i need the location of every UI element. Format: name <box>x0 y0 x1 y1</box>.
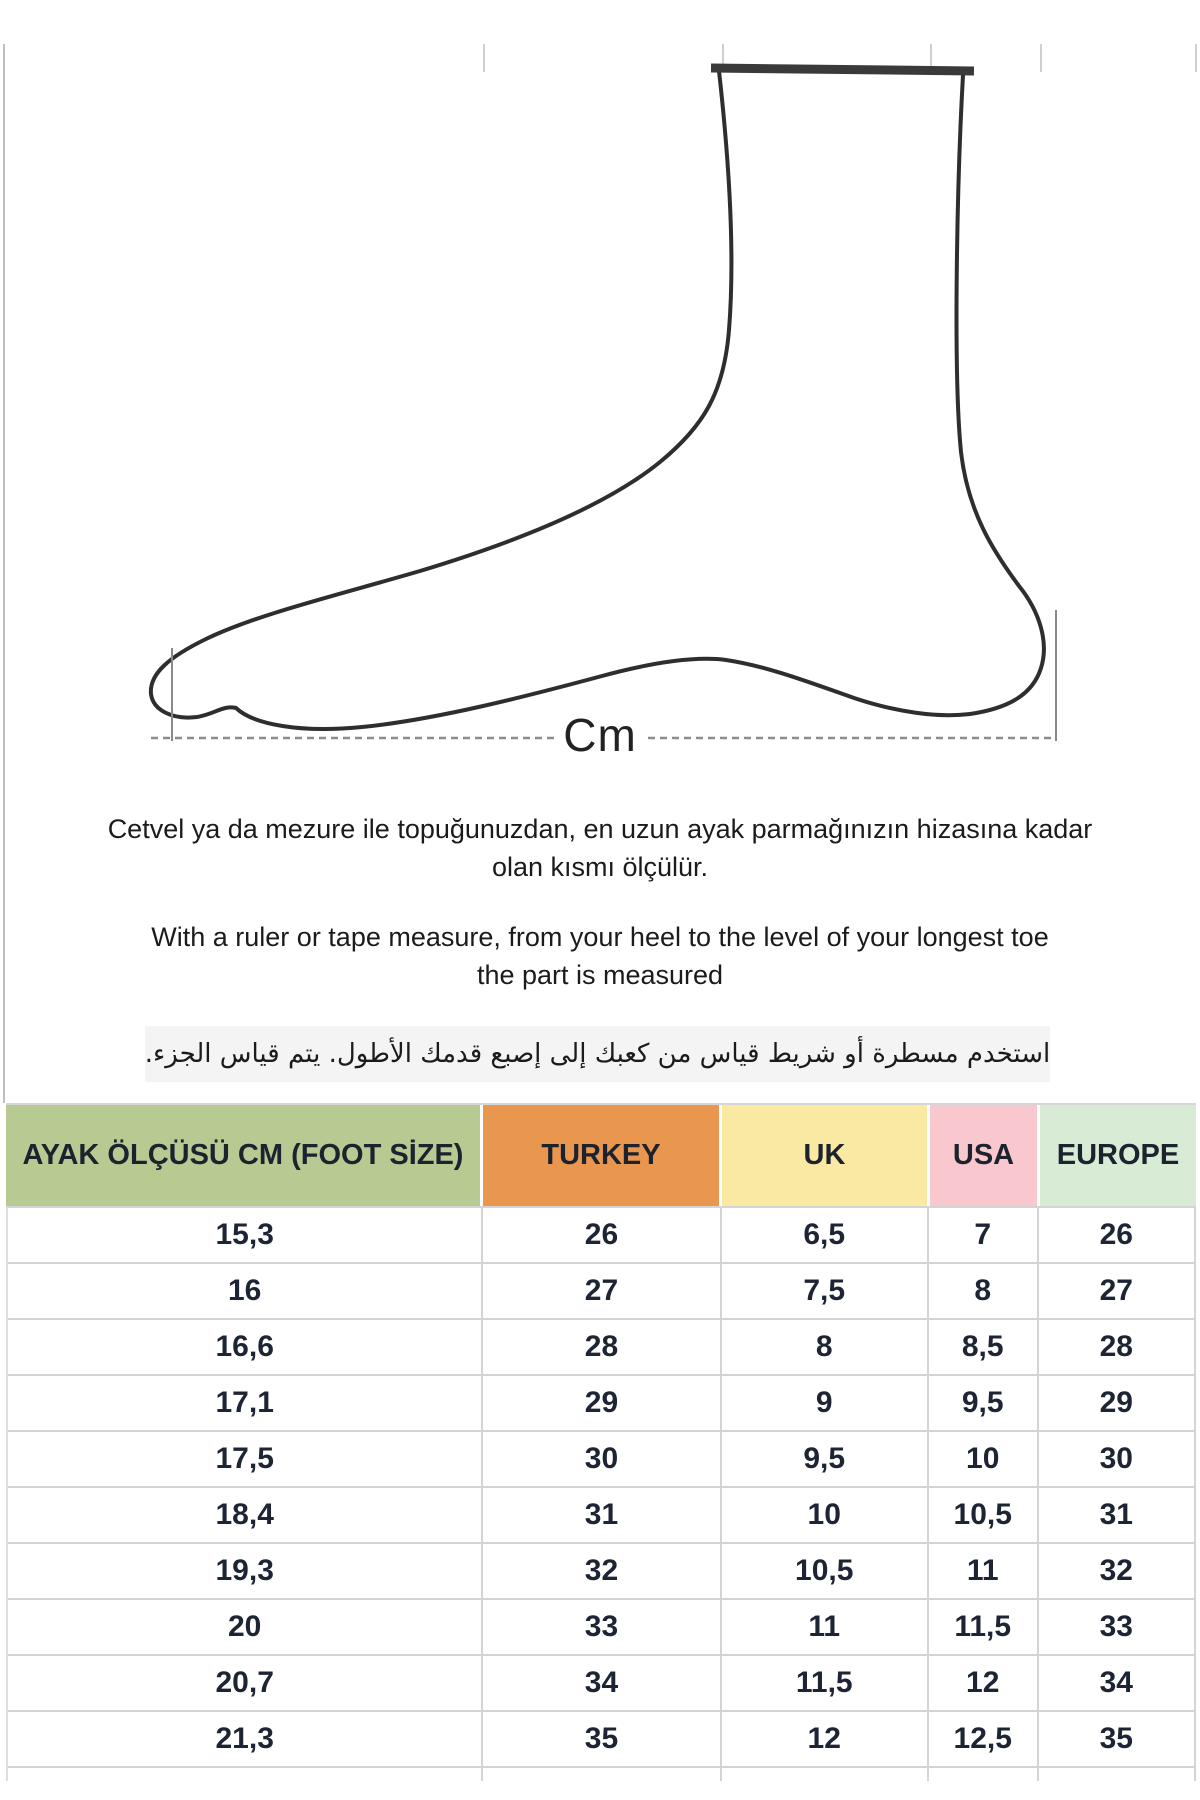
column-guide-tick <box>483 44 485 72</box>
english-instruction-line1: With a ruler or tape measure, from your … <box>151 922 1049 952</box>
size-cell: 28 <box>1099 1330 1133 1363</box>
size-cell: 7,5 <box>722 1264 929 1318</box>
size-cell <box>1039 1768 1194 1781</box>
header-cell-uk: UK <box>722 1105 930 1206</box>
size-cell: 11 <box>929 1544 1039 1598</box>
table-row: 21,3 35 12 12,5 35 <box>8 1712 1194 1768</box>
foot-diagram <box>148 63 1057 741</box>
arabic-instruction: استخدم مسطرة أو شريط قياس من كعبك إلى إص… <box>144 1039 1051 1069</box>
size-cell: 26 <box>1099 1218 1133 1251</box>
english-instruction: With a ruler or tape measure, from your … <box>0 918 1200 994</box>
size-cell: 12 <box>929 1656 1039 1710</box>
size-cell: 17,1 <box>8 1376 484 1430</box>
table-row: 20 33 11 11,5 33 <box>8 1600 1194 1656</box>
size-cell: 34 <box>483 1656 722 1710</box>
turkish-instruction-line2: olan kısmı ölçülür. <box>491 852 709 882</box>
size-cell: 10 <box>929 1432 1039 1486</box>
header-cell-turkey: TURKEY <box>483 1105 722 1206</box>
size-cell: 9 <box>722 1376 929 1430</box>
size-cell: 32 <box>1099 1554 1133 1587</box>
size-cell: 8,5 <box>929 1320 1039 1374</box>
size-cell: 10,5 <box>722 1544 929 1598</box>
size-cell: 34 <box>1099 1666 1133 1699</box>
size-cell: 30 <box>483 1432 722 1486</box>
column-guide-tick <box>1195 44 1197 72</box>
size-cell: 31 <box>483 1488 722 1542</box>
header-cell-footsize: AYAK ÖLÇÜSÜ CM (FOOT SİZE) <box>6 1105 483 1206</box>
size-cell: 16,6 <box>8 1320 484 1374</box>
size-table-header-row: AYAK ÖLÇÜSÜ CM (FOOT SİZE) TURKEY UK USA… <box>6 1105 1196 1206</box>
size-table-body: 15,3 26 6,5 7 26 16 27 7,5 8 27 16,6 28 … <box>6 1206 1196 1781</box>
size-cell: 16 <box>8 1264 484 1318</box>
size-cell: 11,5 <box>929 1600 1039 1654</box>
size-cell: 10 <box>722 1488 929 1542</box>
header-cell-usa: USA <box>930 1105 1040 1206</box>
size-cell: 10,5 <box>929 1488 1039 1542</box>
size-cell: 26 <box>483 1208 722 1262</box>
table-row: 16 27 7,5 8 27 <box>8 1264 1194 1320</box>
leg-top-line <box>710 63 975 76</box>
size-cell <box>929 1768 1039 1781</box>
size-cell: 8 <box>722 1320 929 1374</box>
arabic-instruction-band: استخدم مسطرة أو شريط قياس من كعبك إلى إص… <box>145 1026 1050 1082</box>
size-cell: 32 <box>483 1544 722 1598</box>
table-row: 16,6 28 8 8,5 28 <box>8 1320 1194 1376</box>
table-row: 15,3 26 6,5 7 26 <box>8 1208 1194 1264</box>
size-cell: 12 <box>722 1712 929 1766</box>
size-cell: 33 <box>1099 1610 1133 1643</box>
table-row: 17,5 30 9,5 10 30 <box>8 1432 1194 1488</box>
turkish-instruction-line1: Cetvel ya da mezure ile topuğunuzdan, en… <box>107 814 1093 844</box>
size-cell: 9,5 <box>929 1376 1039 1430</box>
size-cell: 30 <box>1099 1442 1133 1475</box>
column-guide-tick <box>1040 44 1042 72</box>
size-cell: 15,3 <box>8 1208 484 1262</box>
size-cell <box>483 1768 722 1781</box>
size-cell: 21,3 <box>8 1712 484 1766</box>
size-cell: 8 <box>929 1264 1039 1318</box>
left-edge-line <box>3 44 5 1103</box>
size-cell: 35 <box>1099 1722 1133 1755</box>
size-cell: 20 <box>8 1600 484 1654</box>
turkish-instruction: Cetvel ya da mezure ile topuğunuzdan, en… <box>0 810 1200 886</box>
size-cell: 6,5 <box>722 1208 929 1262</box>
size-cell <box>8 1768 484 1781</box>
size-cell: 29 <box>483 1376 722 1430</box>
size-cell: 27 <box>483 1264 722 1318</box>
table-row: 17,1 29 9 9,5 29 <box>8 1376 1194 1432</box>
size-cell: 9,5 <box>722 1432 929 1486</box>
size-cell: 35 <box>483 1712 722 1766</box>
table-row: 20,7 34 11,5 12 34 <box>8 1656 1194 1712</box>
size-cell: 28 <box>483 1320 722 1374</box>
size-cell: 19,3 <box>8 1544 484 1598</box>
size-cell: 11,5 <box>722 1656 929 1710</box>
size-cell <box>722 1768 929 1781</box>
size-cell: 11 <box>722 1600 929 1654</box>
size-cell: 12,5 <box>929 1712 1039 1766</box>
size-cell: 27 <box>1099 1274 1133 1307</box>
table-row: 19,3 32 10,5 11 32 <box>8 1544 1194 1600</box>
foot-outline <box>148 69 1046 731</box>
column-guide-tick <box>930 44 932 72</box>
size-cell: 29 <box>1099 1386 1133 1419</box>
header-cell-europe: EUROPE <box>1040 1105 1196 1206</box>
table-row: 18,4 31 10 10,5 31 <box>8 1488 1194 1544</box>
table-row-partial <box>8 1768 1194 1781</box>
size-cell: 33 <box>483 1600 722 1654</box>
english-instruction-line2: the part is measured <box>476 960 724 990</box>
size-cell: 20,7 <box>8 1656 484 1710</box>
size-cell: 18,4 <box>8 1488 484 1542</box>
size-cell: 7 <box>929 1208 1039 1262</box>
cm-unit-label: Cm <box>563 709 637 761</box>
size-cell: 17,5 <box>8 1432 484 1486</box>
size-table: AYAK ÖLÇÜSÜ CM (FOOT SİZE) TURKEY UK USA… <box>6 1103 1196 1781</box>
column-guide-tick <box>722 44 724 72</box>
size-cell: 31 <box>1099 1498 1133 1531</box>
